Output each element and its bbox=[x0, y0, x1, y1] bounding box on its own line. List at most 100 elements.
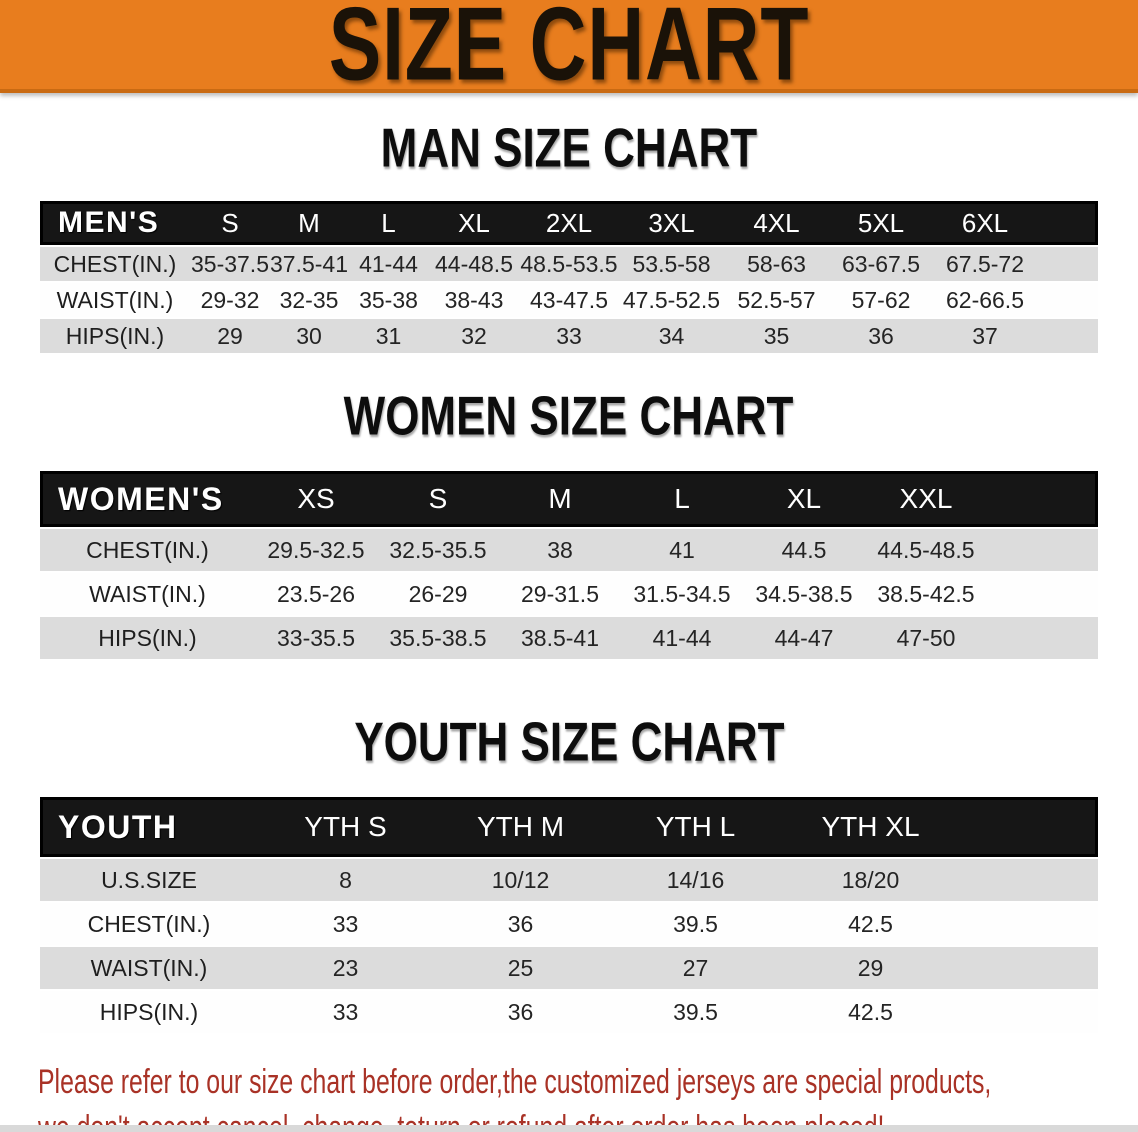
value-cell: 33 bbox=[519, 319, 619, 353]
column-header: XS bbox=[255, 471, 377, 527]
table-row: WAIST(IN.) 29-32 32-35 35-38 38-43 43-47… bbox=[40, 283, 1098, 317]
table-row: U.S.SIZE 8 10/12 14/16 18/20 bbox=[40, 859, 1098, 901]
value-cell: 23.5-26 bbox=[255, 573, 377, 615]
value-cell: 44.5 bbox=[743, 529, 865, 571]
filler-cell bbox=[958, 947, 1098, 989]
womens-size-table: WOMEN'S XS S M L XL XXL CHEST(IN.) 29.5-… bbox=[40, 469, 1098, 661]
value-cell: 62-66.5 bbox=[933, 283, 1037, 317]
value-cell: 37 bbox=[933, 319, 1037, 353]
table-row: HIPS(IN.) 33-35.5 35.5-38.5 38.5-41 41-4… bbox=[40, 617, 1098, 659]
filler-cell bbox=[987, 529, 1098, 571]
value-cell: 29-32 bbox=[190, 283, 270, 317]
value-cell: 58-63 bbox=[724, 247, 829, 281]
banner: SIZE CHART bbox=[0, 0, 1138, 102]
value-cell: 33 bbox=[258, 903, 433, 945]
value-cell: 34.5-38.5 bbox=[743, 573, 865, 615]
row-label: CHEST(IN.) bbox=[40, 529, 255, 571]
table-row: WAIST(IN.) 23.5-26 26-29 29-31.5 31.5-34… bbox=[40, 573, 1098, 615]
value-cell: 32.5-35.5 bbox=[377, 529, 499, 571]
table-row: CHEST(IN.) 35-37.5 37.5-41 41-44 44-48.5… bbox=[40, 247, 1098, 281]
column-header: XL bbox=[429, 201, 519, 245]
filler-cell bbox=[958, 797, 1098, 857]
value-cell: 36 bbox=[829, 319, 933, 353]
value-cell: 29 bbox=[783, 947, 958, 989]
value-cell: 33-35.5 bbox=[255, 617, 377, 659]
value-cell: 32-35 bbox=[270, 283, 348, 317]
banner-title: SIZE CHART bbox=[328, 0, 810, 102]
value-cell: 14/16 bbox=[608, 859, 783, 901]
mens-size-table: MEN'S S M L XL 2XL 3XL 4XL 5XL 6XL CHEST… bbox=[40, 199, 1098, 355]
value-cell: 18/20 bbox=[783, 859, 958, 901]
row-label: HIPS(IN.) bbox=[40, 319, 190, 353]
row-label: WAIST(IN.) bbox=[40, 947, 258, 989]
bottom-edge-strip bbox=[0, 1125, 1138, 1132]
column-header: YTH M bbox=[433, 797, 608, 857]
filler-cell bbox=[958, 859, 1098, 901]
value-cell: 42.5 bbox=[783, 903, 958, 945]
value-cell: 30 bbox=[270, 319, 348, 353]
column-header: 4XL bbox=[724, 201, 829, 245]
table-header-row: WOMEN'S XS S M L XL XXL bbox=[40, 471, 1098, 527]
column-header: 6XL bbox=[933, 201, 1037, 245]
table-row: HIPS(IN.) 33 36 39.5 42.5 bbox=[40, 991, 1098, 1033]
value-cell: 38-43 bbox=[429, 283, 519, 317]
value-cell: 38.5-41 bbox=[499, 617, 621, 659]
value-cell: 35.5-38.5 bbox=[377, 617, 499, 659]
table-corner-label: WOMEN'S bbox=[40, 471, 255, 527]
youth-size-table: YOUTH YTH S YTH M YTH L YTH XL U.S.SIZE … bbox=[40, 795, 1098, 1035]
value-cell: 35-38 bbox=[348, 283, 429, 317]
disclaimer-text: Please refer to our size chart before or… bbox=[38, 1059, 1138, 1132]
value-cell: 39.5 bbox=[608, 903, 783, 945]
column-header: L bbox=[348, 201, 429, 245]
column-header: YTH L bbox=[608, 797, 783, 857]
value-cell: 38.5-42.5 bbox=[865, 573, 987, 615]
value-cell: 35-37.5 bbox=[190, 247, 270, 281]
value-cell: 53.5-58 bbox=[619, 247, 724, 281]
row-label: WAIST(IN.) bbox=[40, 283, 190, 317]
column-header: XL bbox=[743, 471, 865, 527]
value-cell: 57-62 bbox=[829, 283, 933, 317]
value-cell: 35 bbox=[724, 319, 829, 353]
value-cell: 43-47.5 bbox=[519, 283, 619, 317]
row-label: HIPS(IN.) bbox=[40, 991, 258, 1033]
column-header: S bbox=[190, 201, 270, 245]
table-header-row: MEN'S S M L XL 2XL 3XL 4XL 5XL 6XL bbox=[40, 201, 1098, 245]
filler-cell bbox=[1037, 319, 1098, 353]
disclaimer-line-1: Please refer to our size chart before or… bbox=[38, 1063, 992, 1101]
column-header: YTH S bbox=[258, 797, 433, 857]
value-cell: 47-50 bbox=[865, 617, 987, 659]
column-header: M bbox=[499, 471, 621, 527]
row-label: CHEST(IN.) bbox=[40, 247, 190, 281]
value-cell: 23 bbox=[258, 947, 433, 989]
man-section-title: MAN SIZE CHART bbox=[380, 117, 758, 179]
value-cell: 44-47 bbox=[743, 617, 865, 659]
row-label: CHEST(IN.) bbox=[40, 903, 258, 945]
value-cell: 41-44 bbox=[348, 247, 429, 281]
column-header: S bbox=[377, 471, 499, 527]
column-header: 2XL bbox=[519, 201, 619, 245]
value-cell: 36 bbox=[433, 903, 608, 945]
value-cell: 29.5-32.5 bbox=[255, 529, 377, 571]
filler-cell bbox=[1037, 201, 1098, 245]
value-cell: 63-67.5 bbox=[829, 247, 933, 281]
value-cell: 34 bbox=[619, 319, 724, 353]
table-corner-label: MEN'S bbox=[40, 201, 190, 245]
value-cell: 67.5-72 bbox=[933, 247, 1037, 281]
filler-cell bbox=[1037, 283, 1098, 317]
column-header: XXL bbox=[865, 471, 987, 527]
value-cell: 26-29 bbox=[377, 573, 499, 615]
table-row: CHEST(IN.) 29.5-32.5 32.5-35.5 38 41 44.… bbox=[40, 529, 1098, 571]
column-header: 5XL bbox=[829, 201, 933, 245]
column-header: 3XL bbox=[619, 201, 724, 245]
filler-cell bbox=[987, 573, 1098, 615]
value-cell: 29 bbox=[190, 319, 270, 353]
value-cell: 27 bbox=[608, 947, 783, 989]
row-label: U.S.SIZE bbox=[40, 859, 258, 901]
value-cell: 29-31.5 bbox=[499, 573, 621, 615]
value-cell: 31.5-34.5 bbox=[621, 573, 743, 615]
filler-cell bbox=[987, 471, 1098, 527]
value-cell: 8 bbox=[258, 859, 433, 901]
value-cell: 47.5-52.5 bbox=[619, 283, 724, 317]
value-cell: 48.5-53.5 bbox=[519, 247, 619, 281]
